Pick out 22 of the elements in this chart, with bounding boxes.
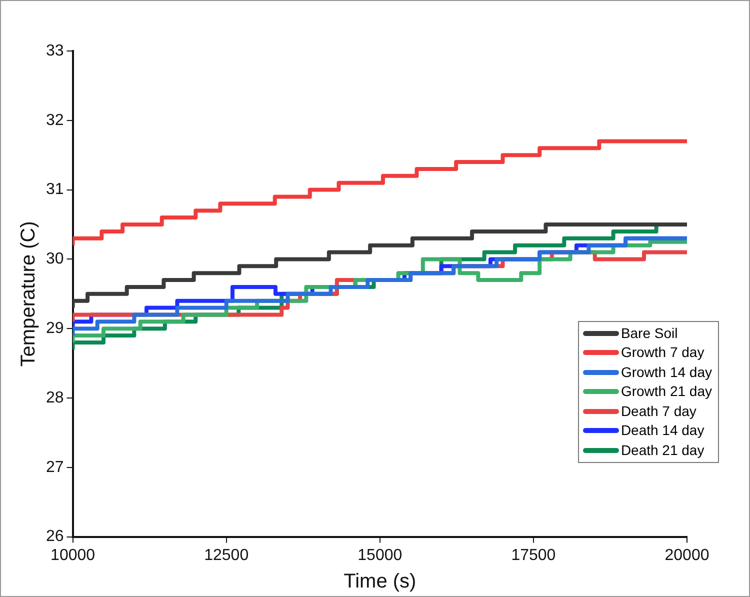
y-tick-label: 28 [46, 389, 64, 406]
x-axis-title: Time (s) [344, 570, 416, 593]
y-tick-label: 26 [46, 528, 64, 546]
x-tick-label: 12500 [204, 546, 249, 564]
x-tick-label: 15000 [358, 546, 402, 564]
legend-label: Death 21 day [620, 440, 704, 460]
y-tick-label: 31 [46, 181, 64, 198]
x-tick-label: 17500 [511, 546, 556, 564]
legend-label: Growth 21 day [620, 382, 712, 401]
y-tick-label: 32 [46, 112, 64, 129]
y-axis-title: Temperature (C) [18, 221, 40, 367]
legend-label: Growth 7 day [620, 343, 704, 362]
x-tick-label: 10000 [50, 546, 96, 564]
y-tick-label: 29 [46, 320, 64, 338]
legend-label: Growth 14 day [620, 362, 712, 382]
y-tick-label: 30 [46, 250, 64, 268]
legend-label: Bare Soil [620, 324, 678, 342]
legend-label: Death 7 day [620, 402, 696, 421]
y-tick-label: 33 [46, 42, 64, 60]
x-tick-label: 20000 [664, 546, 710, 564]
legend-label: Death 14 day [620, 421, 704, 440]
y-tick-label: 27 [46, 458, 64, 476]
